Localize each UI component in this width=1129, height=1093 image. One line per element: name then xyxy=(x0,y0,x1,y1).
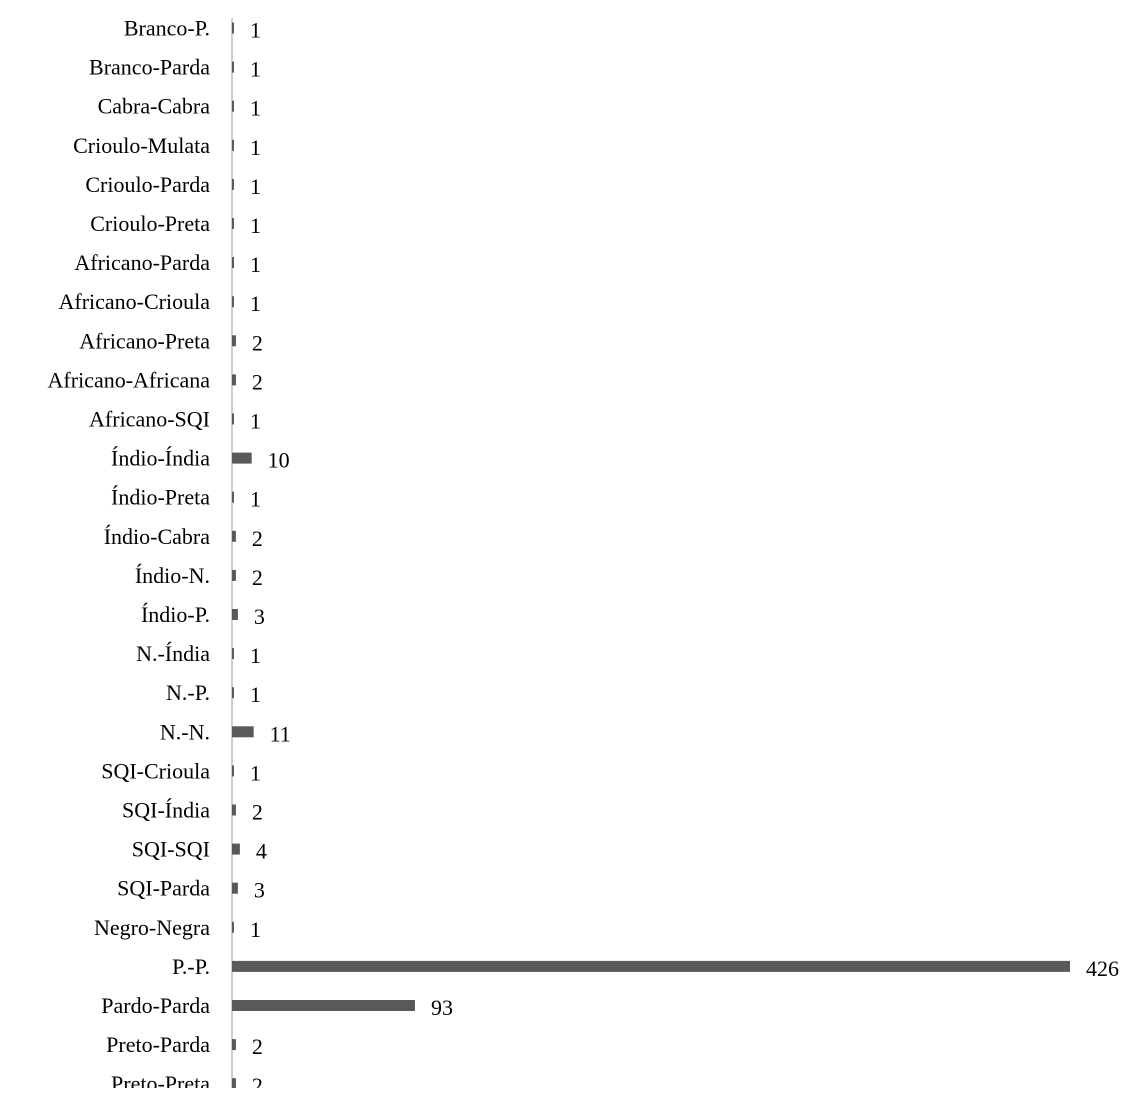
category-label: SQI-Crioula xyxy=(101,758,210,783)
category-label: Índio-N. xyxy=(135,563,210,588)
category-label: Índio-Preta xyxy=(111,485,210,510)
category-label: Branco-Parda xyxy=(89,55,210,80)
category-label: SQI-SQI xyxy=(132,837,210,862)
data-label: 1 xyxy=(250,682,261,707)
bar xyxy=(232,687,234,699)
data-label: 2 xyxy=(252,369,263,394)
data-label: 1 xyxy=(250,57,261,82)
data-label: 2 xyxy=(252,1073,263,1088)
category-label: Africano-Crioula xyxy=(59,289,211,314)
data-label: 2 xyxy=(252,800,263,825)
bar xyxy=(232,609,238,620)
data-label: 10 xyxy=(268,448,290,473)
data-label: 1 xyxy=(250,409,261,434)
bars xyxy=(232,22,1070,1090)
data-label: 2 xyxy=(252,526,263,551)
bar xyxy=(232,178,234,190)
data-label: 2 xyxy=(252,565,263,590)
bar xyxy=(232,1000,415,1011)
bar xyxy=(232,139,234,151)
bar xyxy=(232,726,254,738)
category-label: Pardo-Parda xyxy=(101,993,210,1018)
bar xyxy=(232,374,236,386)
bar xyxy=(232,843,240,855)
data-label: 1 xyxy=(250,291,261,316)
category-label: Crioulo-Preta xyxy=(90,211,210,236)
category-label: SQI-Índia xyxy=(122,798,210,823)
category-label: Negro-Negra xyxy=(94,915,210,940)
category-label: Preto-Parda xyxy=(106,1032,210,1057)
bar xyxy=(232,804,236,816)
data-label: 93 xyxy=(431,995,453,1020)
bar xyxy=(232,765,234,777)
data-label: 1 xyxy=(250,487,261,512)
data-label: 3 xyxy=(254,878,265,903)
category-label: Índio-P. xyxy=(141,602,210,627)
bar xyxy=(232,1078,236,1090)
category-label: SQI-Parda xyxy=(117,876,210,901)
category-label: N.-N. xyxy=(160,719,210,744)
category-label: P.-P. xyxy=(172,954,210,979)
data-label: 3 xyxy=(254,604,265,629)
bar xyxy=(232,882,238,894)
bar xyxy=(232,100,234,112)
data-label: 426 xyxy=(1086,956,1119,981)
category-label: Crioulo-Mulata xyxy=(73,133,210,158)
bar xyxy=(232,530,236,542)
category-label: Branco-P. xyxy=(124,16,210,41)
bar xyxy=(232,296,234,308)
bar xyxy=(232,1039,236,1051)
data-label: 2 xyxy=(252,1034,263,1059)
bar xyxy=(232,960,1070,972)
category-label: Africano-Parda xyxy=(74,250,210,275)
data-label: 1 xyxy=(250,18,261,43)
data-label: 1 xyxy=(250,917,261,942)
bar xyxy=(232,648,234,660)
bar xyxy=(232,413,234,425)
category-label: Cabra-Cabra xyxy=(98,94,211,119)
bar xyxy=(232,569,236,581)
bar xyxy=(232,452,252,464)
category-label: Índio-Cabra xyxy=(104,524,211,549)
bar xyxy=(232,257,234,269)
data-label: 4 xyxy=(256,839,267,864)
data-label: 1 xyxy=(250,760,261,785)
bar xyxy=(232,491,234,503)
bar xyxy=(232,218,234,229)
data-label: 1 xyxy=(250,96,261,121)
category-label: Índio-Índia xyxy=(111,446,210,471)
data-label: 1 xyxy=(250,135,261,160)
category-label: Crioulo-Parda xyxy=(85,172,210,197)
bar xyxy=(232,61,234,73)
category-labels: Branco-P. Branco-Parda Cabra-Cabra Crioulo-… xyxy=(48,16,211,1093)
category-label: Preto-Preta xyxy=(111,1071,210,1088)
category-label: N.-P. xyxy=(166,680,210,705)
data-label: 2 xyxy=(252,330,263,355)
data-label: 1 xyxy=(250,252,261,277)
bar xyxy=(232,22,234,34)
category-label: Africano-SQI xyxy=(89,407,210,432)
data-label: 1 xyxy=(250,213,261,238)
category-label: Africano-Africana xyxy=(48,367,211,392)
data-label: 1 xyxy=(250,174,261,199)
category-label: Africano-Preta xyxy=(79,328,210,353)
bar xyxy=(232,921,234,933)
bar xyxy=(232,335,236,347)
data-label: 1 xyxy=(250,643,261,668)
data-label: 11 xyxy=(270,721,291,746)
category-label: N.-Índia xyxy=(136,641,210,666)
